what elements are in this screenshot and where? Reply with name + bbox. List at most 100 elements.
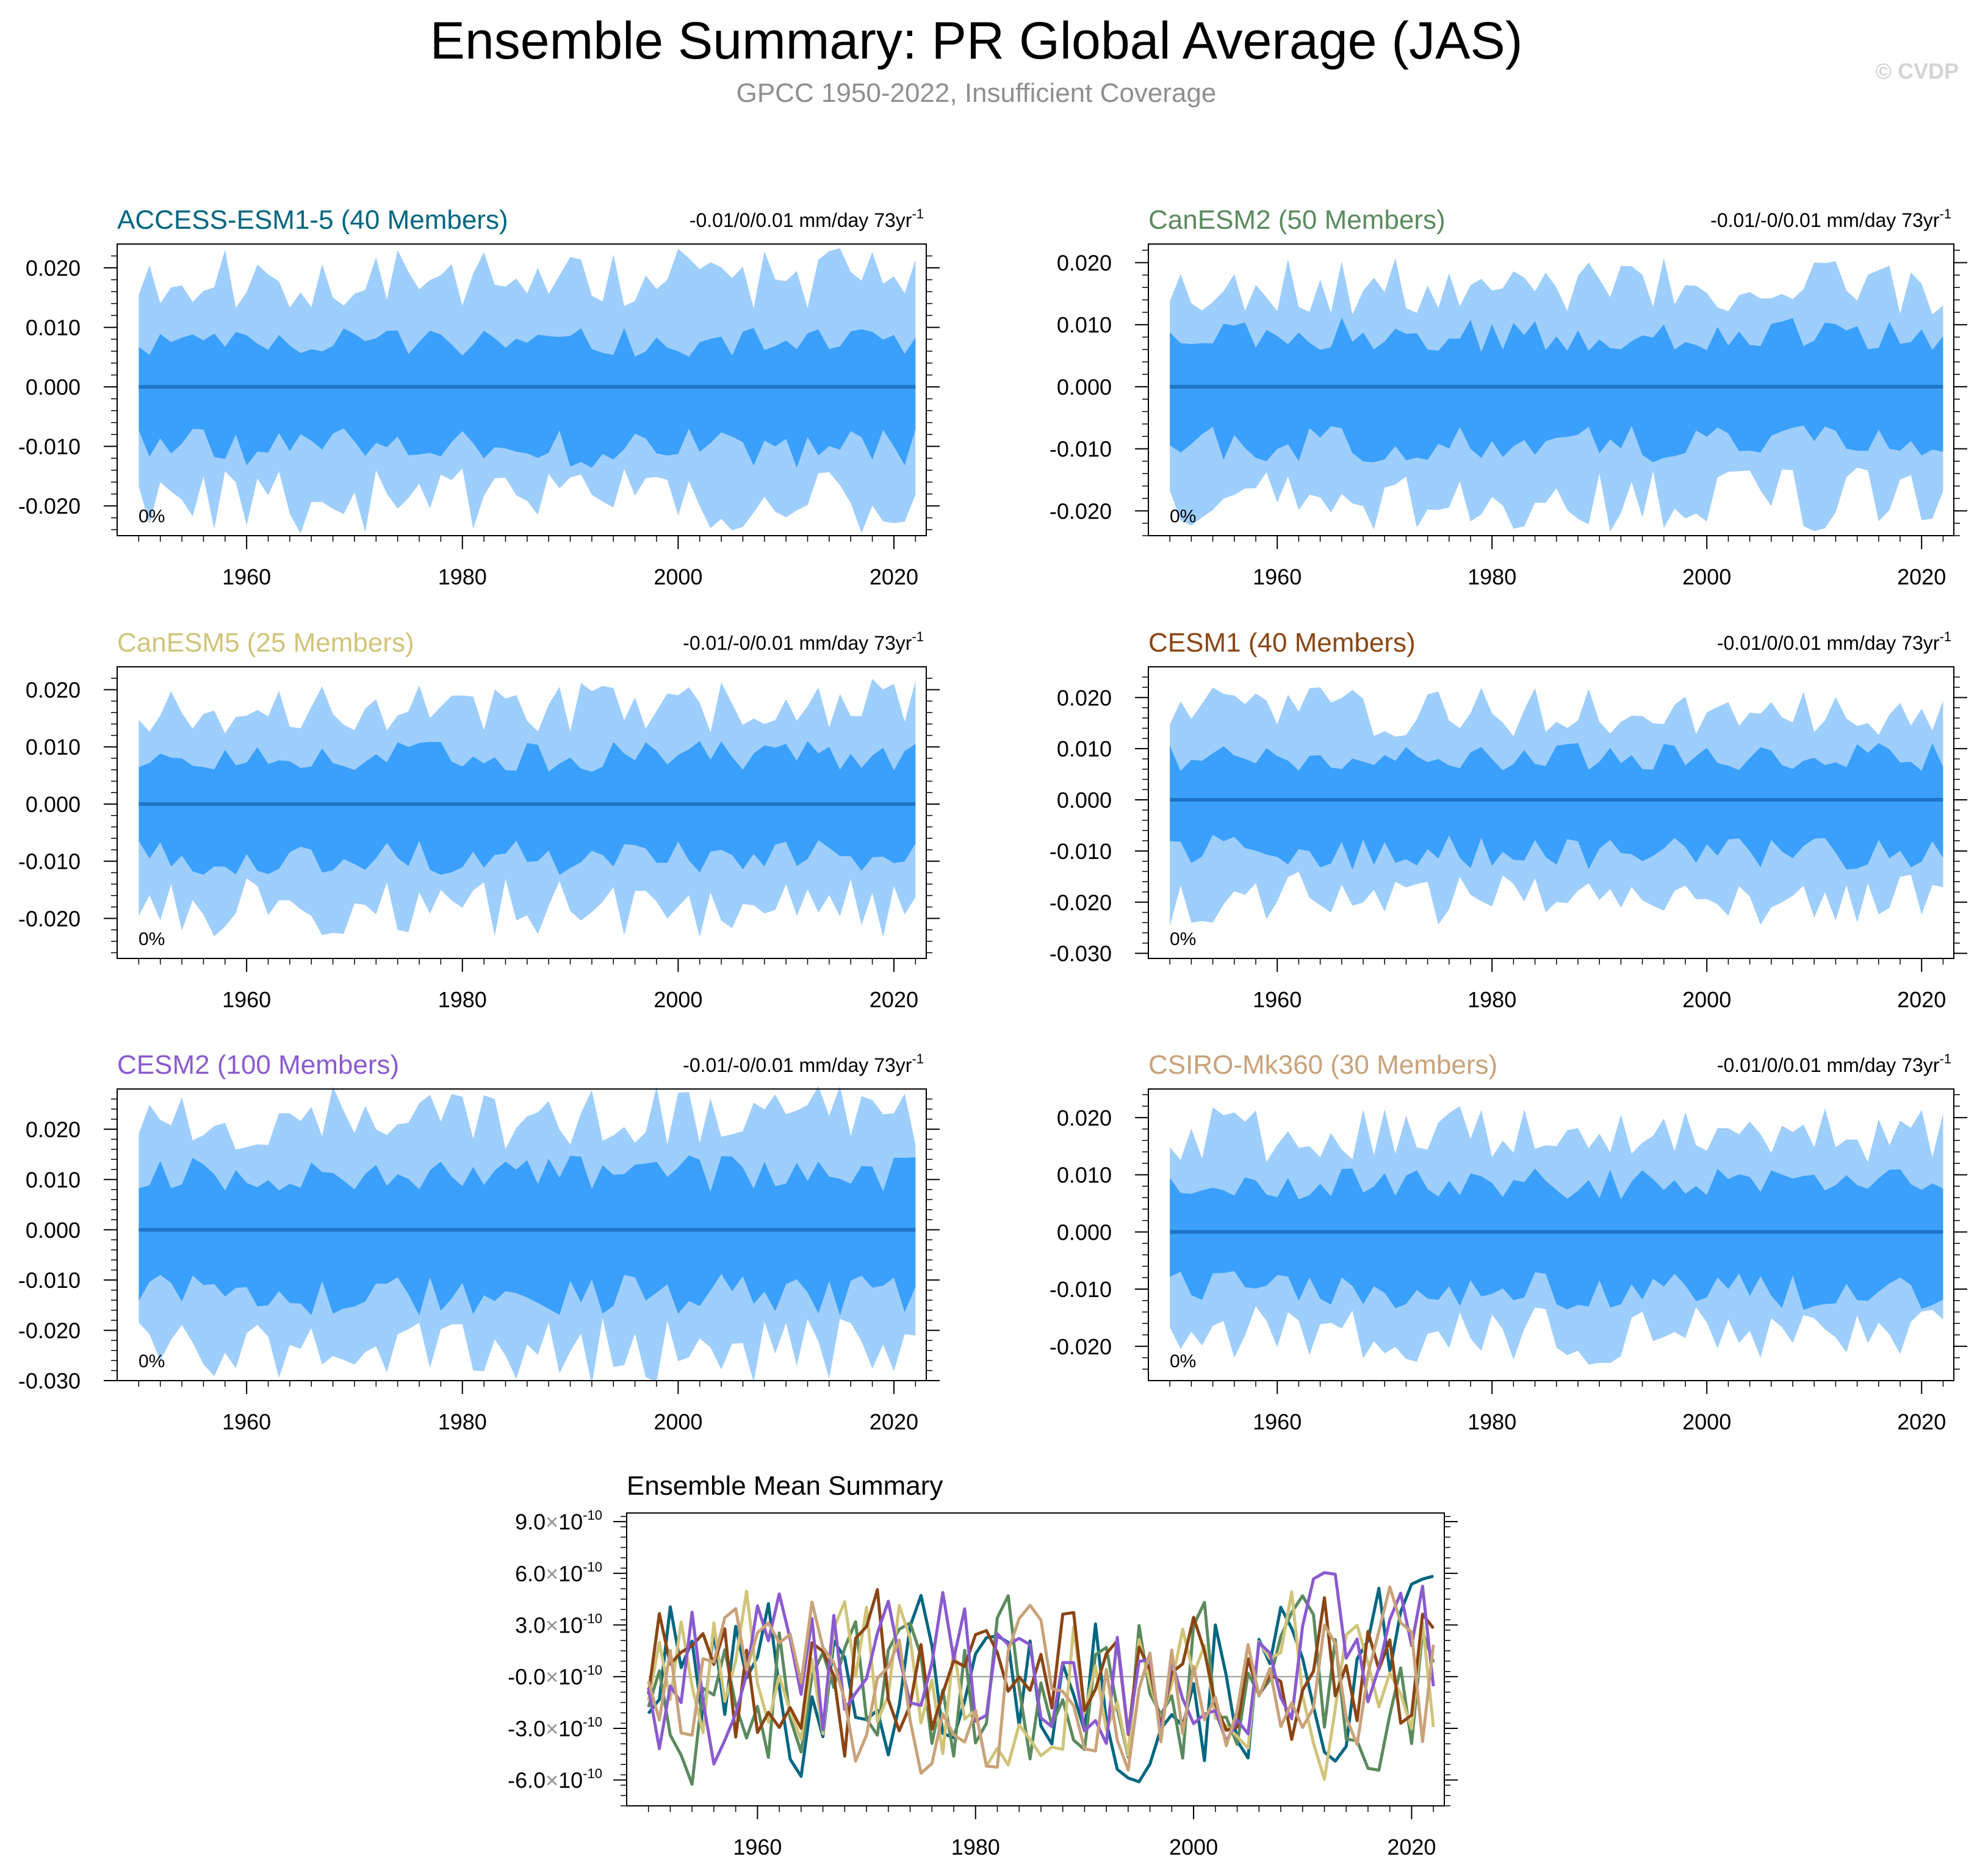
plot-frame: [117, 243, 927, 536]
exponent: -10: [583, 1559, 602, 1575]
x-tick-label: 1980: [1468, 564, 1516, 589]
panel-title: CanESM5 (25 Members): [117, 628, 414, 658]
plot-frame: [1148, 1088, 1954, 1381]
y-tick-label: 0.020: [26, 256, 81, 281]
trend-exponent: -1: [912, 1051, 924, 1066]
panel-5: 1960 1980 2000 2020 0.020 0.010 0.000 -0.010 -0.…: [18, 1050, 940, 1434]
trend-label: -0.01/-0/0.01 mm/day 73yr-1: [683, 1051, 924, 1076]
panel-6: 1960 1980 2000 2020 0.020 0.010 0.000 -0.010 -0.…: [1050, 1050, 1967, 1434]
x-tick-label: 2020: [1897, 1409, 1946, 1434]
trend-label: -0.01/0/0.01 mm/day 73yr-1: [1717, 1051, 1951, 1076]
panel-2: 1960 1980 2000 2020 0.020 0.010 0.000 -0.010 -0.…: [1050, 205, 1967, 589]
exponent: -10: [583, 1662, 602, 1678]
plot-frame: [1148, 666, 1954, 959]
x-tick-label: 2000: [1682, 564, 1731, 589]
y-tick-label: -0.020: [1050, 890, 1112, 915]
y-tick-label: 0.000: [26, 375, 81, 400]
x-tick-label: 1960: [1253, 564, 1302, 589]
y-tick-label: -0.0×10-10: [508, 1662, 602, 1689]
x-tick-label: 1980: [438, 1409, 487, 1434]
y-tick-label: 0.010: [26, 1167, 81, 1192]
inner-range-band: [1170, 317, 1943, 462]
percent-label: 0%: [1170, 1351, 1196, 1371]
exponent: -10: [583, 1611, 602, 1626]
times-sign: ×: [546, 1613, 558, 1638]
y-tick-label: -3.0×10-10: [508, 1714, 602, 1741]
y-tick-label: 0.000: [1057, 788, 1112, 813]
x-tick-label: 1960: [222, 1409, 271, 1434]
y-tick-label: 0.010: [26, 735, 81, 760]
series-line-csiro-mk360: [647, 1585, 1435, 1775]
y-tick-label: -0.020: [18, 494, 81, 519]
y-tick-label: 0.000: [1057, 375, 1112, 400]
panel-1: 1960 1980 2000 2020 0.020 0.010 0.000 -0.010 -0.…: [18, 205, 940, 589]
y-tick-label: -0.010: [1050, 437, 1112, 462]
y-tick-label: 0.020: [26, 677, 81, 702]
x-tick-label: 1980: [438, 987, 487, 1012]
base-ten: 10: [558, 1613, 583, 1638]
base-ten: 10: [558, 1509, 583, 1534]
exponent: -10: [583, 1766, 602, 1781]
series-line-cesm1: [647, 1588, 1435, 1758]
x-tick-label: 2000: [1682, 1409, 1731, 1434]
x-tick-label: 1960: [1253, 987, 1302, 1012]
y-tick-label: 0.020: [1057, 251, 1112, 276]
percent-label: 0%: [139, 929, 165, 949]
y-tick-label: -0.020: [1050, 1334, 1112, 1359]
panel-title: CESM1 (40 Members): [1148, 628, 1416, 658]
y-tick-label: -0.030: [18, 1368, 81, 1393]
y-tick-label: -0.010: [1050, 1277, 1112, 1302]
times-sign: ×: [546, 1509, 558, 1534]
plot-frame: [117, 666, 927, 959]
panel-title: ACCESS-ESM1-5 (40 Members): [117, 205, 508, 235]
y-tick-label: 0.000: [26, 792, 81, 817]
times-sign: ×: [546, 1768, 558, 1793]
x-tick-label: 2020: [870, 1409, 918, 1434]
series-line-access-esm1-5: [647, 1575, 1434, 1783]
x-tick-label: 2000: [1682, 987, 1731, 1012]
y-tick-label: 0.020: [1057, 1105, 1112, 1130]
x-tick-label: 1980: [1468, 1409, 1516, 1434]
percent-label: 0%: [139, 506, 165, 527]
x-tick-label: 2000: [654, 1409, 702, 1434]
series-line-canesm2: [647, 1594, 1435, 1786]
x-tick-label: 1980: [951, 1835, 1000, 1860]
y-tick-label: -0.020: [18, 1318, 81, 1343]
trend-exponent: -1: [1939, 206, 1951, 221]
panel-4: 1960 1980 2000 2020 0.020 0.010 0.000 -0.010 -0.…: [1050, 628, 1967, 1012]
y-tick-label: 0.000: [26, 1218, 81, 1243]
y-tick-label: -0.030: [1050, 941, 1112, 966]
x-tick-label: 1960: [733, 1835, 782, 1860]
x-tick-label: 1960: [222, 564, 271, 589]
base-ten: 10: [558, 1716, 583, 1741]
y-tick-label: 0.020: [26, 1117, 81, 1142]
trend-exponent: -1: [912, 629, 924, 644]
panel-title: CSIRO-Mk360 (30 Members): [1148, 1050, 1497, 1080]
trend-label: -0.01/0/0.01 mm/day 73yr-1: [1717, 629, 1951, 654]
y-tick-label: 0.020: [1057, 685, 1112, 710]
figure-subtitle: GPCC 1950-2022, Insufficient Coverage: [736, 78, 1217, 108]
y-tick-label: -0.010: [1050, 839, 1112, 864]
trend-exponent: -1: [1939, 1051, 1951, 1066]
inner-range-band: [139, 1155, 916, 1315]
base-ten: 10: [558, 1664, 583, 1689]
y-tick-label: -0.010: [18, 849, 81, 874]
ensemble-mean-summary-chart: 1960 1980 2000 2020 9.0×10-10 6.0×10-10 3.0×10…: [508, 1471, 1458, 1860]
x-tick-label: 2020: [1897, 987, 1946, 1012]
y-tick-label: 0.000: [1057, 1220, 1112, 1245]
x-tick-label: 2020: [1387, 1835, 1436, 1860]
y-tick-label: 0.010: [26, 315, 81, 340]
percent-label: 0%: [139, 1351, 165, 1371]
summary-title: Ensemble Mean Summary: [627, 1471, 943, 1501]
y-tick-label: 0.010: [1057, 1163, 1112, 1188]
x-tick-label: 2020: [870, 564, 918, 589]
trend-exponent: -1: [1939, 629, 1951, 644]
x-tick-label: 2000: [1169, 1835, 1218, 1860]
y-tick-label: -6.0×10-10: [508, 1766, 602, 1793]
panel-3: 1960 1980 2000 2020 0.020 0.010 0.000 -0.010 -0.…: [18, 628, 940, 1012]
y-tick-label: 6.0×10-10: [515, 1559, 602, 1586]
y-tick-label: 0.010: [1057, 736, 1112, 761]
x-tick-label: 2020: [1897, 564, 1946, 589]
x-tick-label: 2020: [870, 987, 918, 1012]
